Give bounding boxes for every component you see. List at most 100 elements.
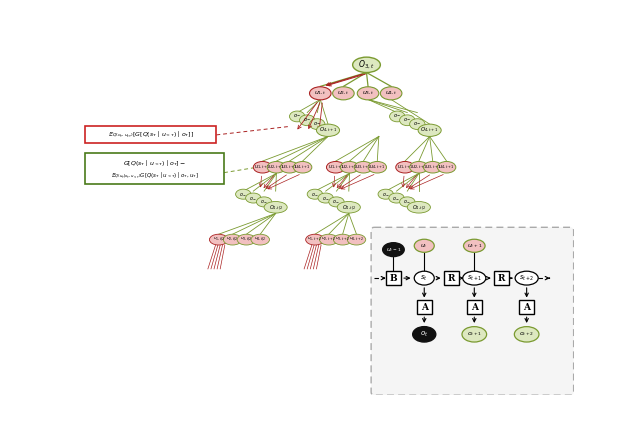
Ellipse shape (390, 111, 405, 122)
Text: $o_-$: $o_-$ (403, 198, 412, 206)
FancyBboxPatch shape (417, 301, 432, 314)
Ellipse shape (410, 162, 428, 173)
Text: B: B (390, 274, 397, 283)
Text: $o_-$: $o_-$ (332, 198, 340, 206)
Text: R: R (497, 274, 505, 283)
Ellipse shape (236, 189, 251, 199)
Text: $s_{t+2}$: $s_{t+2}$ (519, 274, 534, 283)
Ellipse shape (257, 197, 272, 207)
Text: $o_-$: $o_-$ (403, 117, 412, 123)
Text: $u_{4,t+1}$: $u_{4,t+1}$ (294, 164, 311, 171)
Text: $u_{2,t+2}$: $u_{2,t+2}$ (321, 236, 336, 243)
Text: $u_{4,t}$: $u_{4,t}$ (385, 90, 397, 97)
Ellipse shape (264, 202, 287, 213)
Text: $o_-$: $o_-$ (381, 190, 390, 198)
Text: $o_{t+1}$: $o_{t+1}$ (467, 330, 482, 338)
Text: $o_-$: $o_-$ (413, 121, 422, 127)
Text: R: R (447, 274, 455, 283)
Text: $u_{3,t+1}$: $u_{3,t+1}$ (282, 164, 298, 171)
Text: $o_t$: $o_t$ (420, 330, 428, 339)
Text: $o_-$: $o_-$ (249, 194, 257, 202)
FancyBboxPatch shape (493, 271, 509, 285)
Ellipse shape (333, 234, 352, 245)
Text: $u_{t-1}$: $u_{t-1}$ (386, 246, 401, 254)
Ellipse shape (515, 327, 539, 342)
Text: $u_{1,t}$: $u_{1,t}$ (314, 90, 326, 97)
Ellipse shape (353, 57, 380, 72)
Text: $u_{2,t+1}$: $u_{2,t+1}$ (341, 164, 358, 171)
Ellipse shape (319, 234, 338, 245)
FancyBboxPatch shape (519, 301, 534, 314)
Ellipse shape (237, 234, 255, 245)
Text: $G[Q(s_\tau\mid u_{<\tau})\mid o_\tau]-$: $G[Q(s_\tau\mid u_{<\tau})\mid o_\tau]-$ (123, 159, 186, 168)
Text: $u_{1,t+2}$: $u_{1,t+2}$ (307, 236, 323, 243)
Ellipse shape (326, 162, 345, 173)
Ellipse shape (414, 271, 435, 285)
Ellipse shape (462, 327, 486, 342)
Ellipse shape (318, 193, 333, 203)
Text: $o_-$: $o_-$ (311, 190, 319, 198)
Ellipse shape (515, 271, 538, 285)
Text: $O_{4,t+1}$: $O_{4,t+1}$ (319, 126, 337, 135)
Ellipse shape (354, 162, 372, 173)
Text: $u_{1,t+1}$: $u_{1,t+1}$ (397, 164, 413, 171)
Text: $u_{4,t+2}$: $u_{4,t+2}$ (349, 236, 364, 243)
Ellipse shape (383, 243, 404, 257)
Ellipse shape (289, 111, 305, 122)
Ellipse shape (306, 234, 324, 245)
Text: $u_{1,t|2}$: $u_{1,t|2}$ (212, 236, 225, 243)
Ellipse shape (399, 115, 415, 126)
Text: $u_{3,t}$: $u_{3,t}$ (362, 90, 374, 97)
Ellipse shape (380, 87, 402, 100)
Ellipse shape (310, 119, 325, 130)
Text: $u_{1,t+1}$: $u_{1,t+1}$ (254, 164, 271, 171)
Text: $u_{3,t+1}$: $u_{3,t+1}$ (424, 164, 441, 171)
Ellipse shape (209, 234, 228, 245)
Ellipse shape (310, 87, 331, 100)
Ellipse shape (418, 124, 441, 136)
Text: $u_{3,t|2}$: $u_{3,t|2}$ (240, 236, 252, 243)
FancyBboxPatch shape (444, 271, 459, 285)
Text: A: A (523, 303, 530, 312)
Text: $u_{2,t}$: $u_{2,t}$ (337, 90, 350, 97)
Text: $u_{4,t|2}$: $u_{4,t|2}$ (254, 236, 266, 243)
Ellipse shape (357, 87, 379, 100)
Text: $u_{2,t+1}$: $u_{2,t+1}$ (411, 164, 427, 171)
Ellipse shape (307, 189, 323, 199)
Text: $o_-$: $o_-$ (392, 194, 401, 202)
Ellipse shape (329, 197, 344, 207)
Ellipse shape (437, 162, 456, 173)
Text: $O_{4,t|2}$: $O_{4,t|2}$ (269, 203, 283, 211)
Text: $o_-$: $o_-$ (260, 198, 268, 206)
Text: A: A (420, 303, 428, 312)
Text: $O_{4,t|2}$: $O_{4,t|2}$ (412, 203, 426, 211)
Text: $u_{3,t+2}$: $u_{3,t+2}$ (335, 236, 350, 243)
Text: $s_t$: $s_t$ (420, 274, 428, 283)
Ellipse shape (396, 162, 414, 173)
Ellipse shape (463, 239, 485, 252)
Ellipse shape (348, 234, 365, 245)
Ellipse shape (253, 162, 272, 173)
Ellipse shape (399, 197, 415, 207)
Ellipse shape (368, 162, 387, 173)
Ellipse shape (389, 193, 404, 203)
Ellipse shape (280, 162, 299, 173)
Text: $\mathbb{E}_{Q(o_\tau,u_{c\tau})}[G[Q(s_\tau\mid u_{<\tau})\mid o_\tau]]$: $\mathbb{E}_{Q(o_\tau,u_{c\tau})}[G[Q(s_… (108, 130, 194, 140)
Text: $u_{2,t|2}$: $u_{2,t|2}$ (227, 236, 239, 243)
Text: $u_{1,t+1}$: $u_{1,t+1}$ (328, 164, 344, 171)
Text: $u_{3,t+1}$: $u_{3,t+1}$ (355, 164, 372, 171)
Text: $u_{2,t+1}$: $u_{2,t+1}$ (268, 164, 285, 171)
Text: $O_{4,t+1}$: $O_{4,t+1}$ (420, 126, 439, 135)
Ellipse shape (246, 193, 261, 203)
Text: $u_{t+1}$: $u_{t+1}$ (467, 242, 482, 250)
Ellipse shape (407, 202, 431, 213)
Text: $o_-$: $o_-$ (239, 190, 248, 198)
Text: $o_{t+2}$: $o_{t+2}$ (519, 330, 534, 338)
Ellipse shape (267, 162, 285, 173)
Ellipse shape (414, 239, 435, 252)
Ellipse shape (300, 115, 315, 126)
Ellipse shape (333, 87, 354, 100)
Ellipse shape (424, 162, 442, 173)
Text: $o_-$: $o_-$ (313, 121, 321, 127)
Text: $u_t$: $u_t$ (420, 242, 428, 250)
